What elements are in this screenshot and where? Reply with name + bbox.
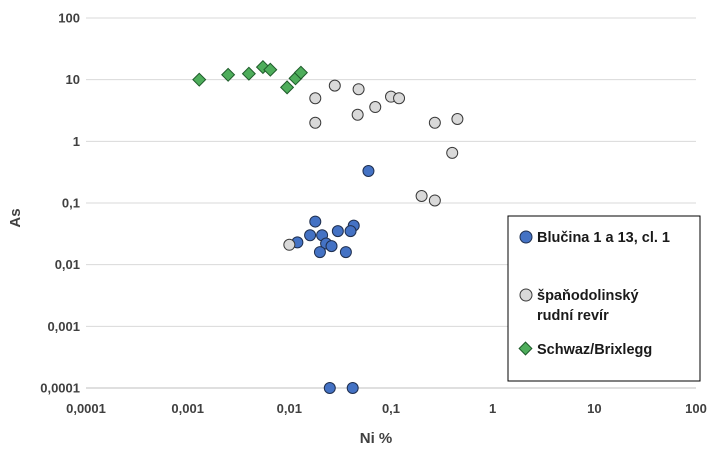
legend-label-spanodolinsky-line2: rudní revír — [537, 308, 609, 324]
point-series2-0 — [192, 72, 207, 87]
point-series2-2 — [241, 66, 256, 81]
point-series0-11 — [362, 165, 375, 178]
point-series0-10 — [344, 225, 357, 238]
point-series0-5 — [313, 246, 326, 259]
point-series1-5 — [351, 108, 364, 121]
point-series0-8 — [339, 246, 352, 259]
x-tick-label: 0,001 — [171, 401, 204, 416]
x-axis-ticks: 0,0001 0,001 0,01 0,1 1 10 100 — [66, 401, 707, 416]
legend-label-blucina: Blučina 1 a 13, cl. 1 — [537, 230, 670, 246]
y-tick-label: 0,001 — [47, 319, 80, 334]
point-series1-11 — [446, 146, 459, 159]
y-tick-label: 10 — [66, 72, 80, 87]
legend-marker-spanodolinsky — [519, 288, 533, 302]
x-tick-label: 1 — [489, 401, 496, 416]
x-tick-label: 0,01 — [277, 401, 302, 416]
legend-label-schwaz: Schwaz/Brixlegg — [537, 342, 652, 358]
legend: Blučina 1 a 13, cl. 1 špaňodolinský rudn… — [507, 215, 701, 382]
point-series2-5 — [279, 80, 295, 95]
point-series1-9 — [428, 116, 441, 129]
x-tick-label: 0,1 — [382, 401, 400, 416]
gridlines — [86, 17, 696, 389]
y-tick-label: 1 — [73, 134, 80, 149]
legend-marker-blucina — [519, 230, 533, 244]
point-series1-4 — [352, 83, 365, 96]
legend-label-spanodolinsky-line1: špaňodolinský — [537, 288, 639, 304]
y-tick-label: 0,01 — [55, 257, 80, 272]
x-tick-label: 10 — [587, 401, 601, 416]
point-series0-1 — [304, 229, 317, 242]
legend-frame — [507, 215, 701, 382]
point-series1-10 — [451, 113, 464, 126]
point-series1-0 — [283, 238, 296, 251]
y-tick-label: 0,1 — [62, 196, 80, 211]
point-series0-6 — [331, 225, 344, 238]
y-axis-title: As — [7, 208, 24, 227]
x-tick-label: 0,0001 — [66, 401, 106, 416]
point-series2-7 — [293, 65, 308, 80]
data-points — [192, 60, 464, 394]
legend-marker-schwaz — [518, 341, 533, 356]
point-series0-7 — [325, 240, 338, 253]
y-tick-label: 100 — [58, 11, 80, 26]
point-series1-6 — [369, 101, 382, 114]
point-series0-12 — [323, 382, 336, 394]
point-series2-1 — [221, 67, 236, 82]
point-series0-13 — [346, 382, 359, 394]
point-series1-1 — [309, 92, 322, 105]
point-series0-0 — [309, 215, 322, 228]
y-axis-ticks: 0,0001 0,001 0,01 0,1 1 10 100 — [40, 11, 80, 396]
point-series1-12 — [415, 189, 428, 202]
point-series1-8 — [393, 92, 406, 105]
point-series1-3 — [328, 79, 341, 92]
x-tick-label: 100 — [685, 401, 707, 416]
point-series1-2 — [309, 116, 322, 129]
x-axis-title: Ni % — [360, 430, 393, 447]
y-tick-label: 0,0001 — [40, 381, 80, 396]
point-series2-4 — [263, 62, 278, 77]
point-series1-13 — [428, 194, 441, 207]
legend-label-spanodolinsky: špaňodolinský rudní revír — [537, 288, 643, 324]
